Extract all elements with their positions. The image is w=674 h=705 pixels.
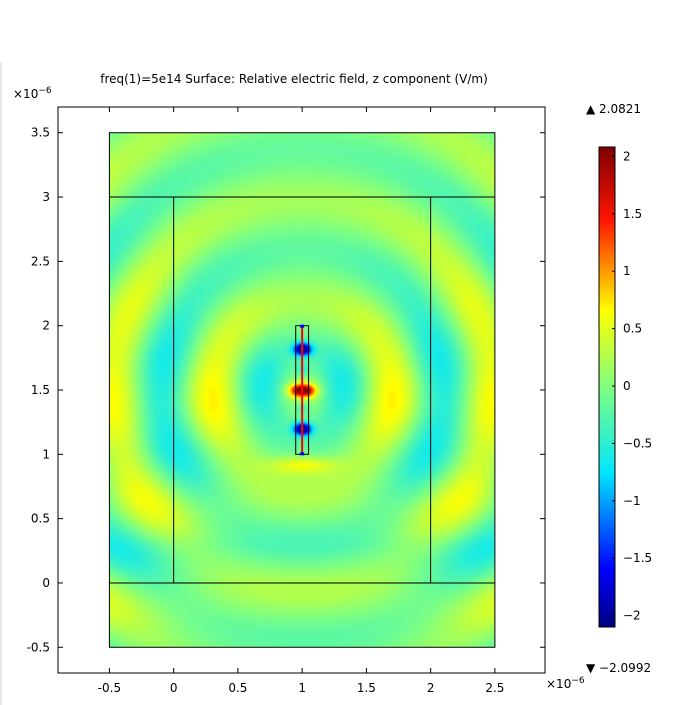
colorbar bbox=[599, 147, 615, 627]
y-tick-label: 1 bbox=[42, 447, 50, 461]
colorbar-tick-label: 0 bbox=[623, 379, 631, 393]
y-axis-multiplier: ×10−6 bbox=[13, 86, 52, 101]
colorbar-tick-label: −1.5 bbox=[623, 551, 652, 565]
colorbar-tick-label: −0.5 bbox=[623, 436, 652, 450]
colorbar-tick-label: 1 bbox=[623, 264, 631, 278]
x-tick-label: 0.5 bbox=[228, 681, 247, 695]
colorbar-max-label: ▲ 2.0821 bbox=[586, 102, 642, 116]
y-tick-label: -0.5 bbox=[27, 640, 50, 654]
x-tick-label: 2 bbox=[427, 681, 435, 695]
colorbar-tick-label: 2 bbox=[623, 149, 631, 163]
x-multiplier-exp: −6 bbox=[571, 676, 585, 686]
y-tick-label: 1.5 bbox=[31, 383, 50, 397]
y-tick-label: 3 bbox=[42, 190, 50, 204]
y-tick-label: 2 bbox=[42, 319, 50, 333]
colorbar-tick-label: 1.5 bbox=[623, 207, 642, 221]
x-tick-label: 1.5 bbox=[357, 681, 376, 695]
antenna-end-bottom bbox=[300, 452, 305, 456]
colorbar-frame bbox=[598, 146, 616, 628]
x-multiplier-base: ×10 bbox=[546, 677, 572, 691]
colorbar-min-label: ▼ −2.0992 bbox=[586, 661, 652, 675]
antenna-end-top bbox=[300, 324, 305, 328]
colorbar-tick-label: 0.5 bbox=[623, 322, 642, 336]
x-tick-label: 2.5 bbox=[485, 681, 504, 695]
x-tick-label: 1 bbox=[298, 681, 306, 695]
y-tick-label: 0 bbox=[42, 576, 50, 590]
x-tick-label: -0.5 bbox=[98, 681, 121, 695]
colorbar-tick-label: −2 bbox=[623, 609, 641, 623]
x-tick-label: 0 bbox=[170, 681, 178, 695]
y-tick-label: 3.5 bbox=[31, 126, 50, 140]
window-edge bbox=[0, 62, 2, 705]
x-axis-multiplier: ×10−6 bbox=[546, 676, 585, 691]
outer-domain-boundary bbox=[108, 132, 496, 648]
plot-title: freq(1)=5e14 Surface: Relative electric … bbox=[100, 72, 488, 86]
y-tick-label: 2.5 bbox=[31, 254, 50, 268]
y-multiplier-exp: −6 bbox=[38, 86, 52, 96]
y-multiplier-base: ×10 bbox=[13, 87, 39, 101]
y-tick-label: 0.5 bbox=[31, 512, 50, 526]
colorbar-tick-label: −1 bbox=[623, 494, 641, 508]
